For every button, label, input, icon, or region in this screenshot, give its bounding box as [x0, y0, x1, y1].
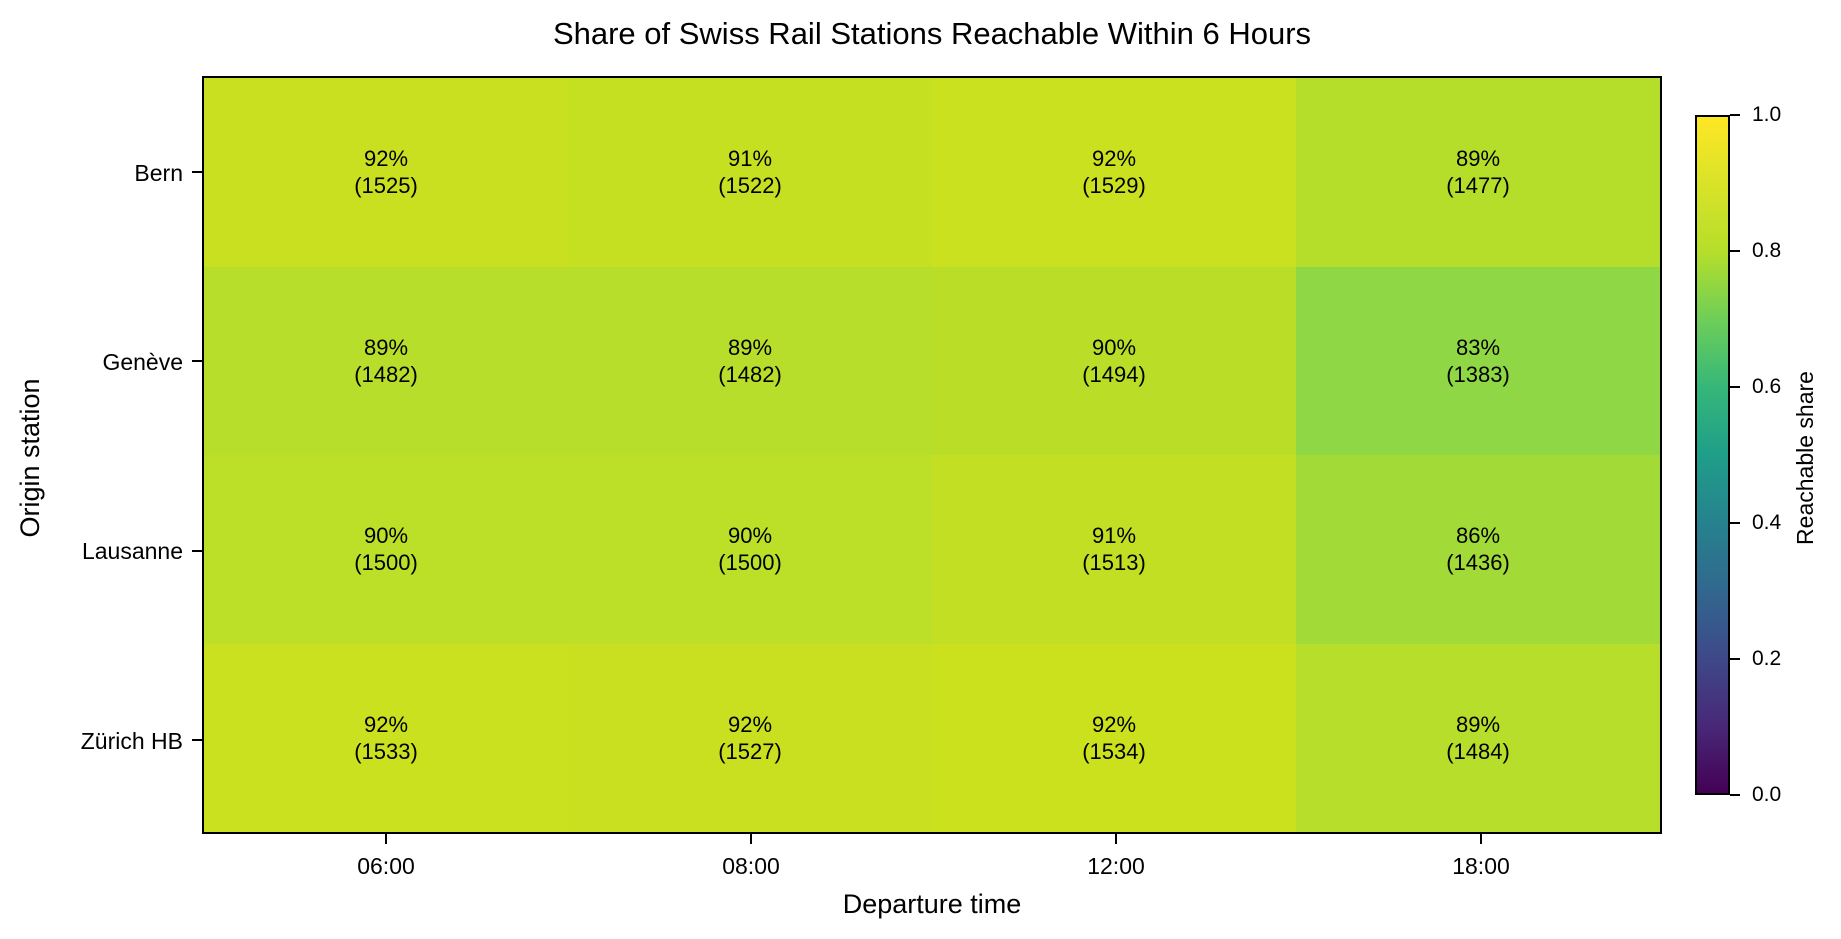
- cell-percent: 92%: [363, 711, 409, 737]
- colorbar-tick-mark: [1730, 386, 1740, 388]
- heatmap-plot-area: 92% (1525) 91% (1522) 92% (1529) 89% (1477) …: [202, 76, 1662, 834]
- y-axis-label: Origin station: [15, 378, 45, 538]
- colorbar-tick-mark: [1730, 522, 1740, 524]
- colorbar-tick-label: 0.6: [1752, 375, 1782, 398]
- cell-percent: 89%: [1455, 146, 1501, 172]
- y-tick-mark: [192, 360, 202, 362]
- heatmap-cell: 92% (1525): [204, 78, 568, 267]
- cell-percent: 89%: [727, 334, 773, 360]
- colorbar-tick-label: 0.4: [1752, 511, 1782, 534]
- cell-percent: 91%: [727, 146, 773, 172]
- heatmap-cell: 89% (1482): [568, 266, 932, 455]
- heatmap-cell: 89% (1484): [1296, 643, 1660, 832]
- colorbar-tick-mark: [1730, 114, 1740, 116]
- colorbar-tick-mark: [1730, 658, 1740, 660]
- cell-count: (1534): [1082, 738, 1146, 764]
- colorbar-tick-mark: [1730, 794, 1740, 796]
- colorbar-tick-mark: [1730, 250, 1740, 252]
- cell-percent: 89%: [363, 334, 409, 360]
- heatmap-cell: 89% (1477): [1296, 78, 1660, 267]
- cell-count: (1494): [1082, 361, 1146, 387]
- y-tick-mark: [192, 171, 202, 173]
- cell-percent: 92%: [363, 146, 409, 172]
- cell-count: (1477): [1446, 173, 1510, 199]
- colorbar-tick-label: 0.0: [1752, 783, 1782, 806]
- x-tick-mark: [1480, 834, 1482, 844]
- cell-count: (1500): [718, 550, 782, 576]
- cell-count: (1484): [1446, 738, 1510, 764]
- heatmap-cell: 90% (1500): [568, 455, 932, 644]
- cell-percent: 90%: [363, 523, 409, 549]
- cell-count: (1482): [354, 361, 418, 387]
- cell-count: (1482): [718, 361, 782, 387]
- x-tick-mark: [385, 834, 387, 844]
- y-tick-label: Genève: [102, 349, 183, 375]
- colorbar-tick-label: 0.8: [1752, 239, 1782, 262]
- cell-count: (1525): [354, 173, 418, 199]
- cell-percent: 92%: [1091, 711, 1137, 737]
- y-tick-mark: [192, 550, 202, 552]
- heatmap-cell: 92% (1533): [204, 643, 568, 832]
- heatmap-cell: 92% (1529): [932, 78, 1296, 267]
- cell-count: (1522): [718, 173, 782, 199]
- heatmap-cell: 86% (1436): [1296, 455, 1660, 644]
- x-tick-label: 12:00: [1087, 853, 1145, 879]
- heatmap-cell: 83% (1383): [1296, 266, 1660, 455]
- cell-count: (1383): [1446, 361, 1510, 387]
- colorbar-label: Reachable share: [1792, 371, 1818, 545]
- heatmap-cell: 90% (1494): [932, 266, 1296, 455]
- cell-count: (1533): [354, 738, 418, 764]
- chart-title: Share of Swiss Rail Stations Reachable W…: [552, 16, 1312, 51]
- x-tick-label: 18:00: [1452, 853, 1510, 879]
- heatmap-cell: 92% (1527): [568, 643, 932, 832]
- colorbar-tick-label: 1.0: [1752, 103, 1782, 126]
- y-tick-label: Lausanne: [81, 538, 183, 564]
- cell-count: (1529): [1082, 173, 1146, 199]
- x-axis-label: Departure time: [842, 889, 1022, 919]
- y-tick-label: Bern: [134, 160, 183, 186]
- cell-percent: 92%: [727, 711, 773, 737]
- heatmap-cell: 90% (1500): [204, 455, 568, 644]
- cell-percent: 86%: [1455, 523, 1501, 549]
- cell-percent: 83%: [1455, 334, 1501, 360]
- x-tick-label: 06:00: [357, 853, 415, 879]
- y-tick-mark: [192, 739, 202, 741]
- cell-percent: 90%: [727, 523, 773, 549]
- cell-count: (1513): [1082, 550, 1146, 576]
- colorbar-tick-label: 0.2: [1752, 647, 1782, 670]
- heatmap-cell: 91% (1513): [932, 455, 1296, 644]
- cell-percent: 92%: [1091, 146, 1137, 172]
- colorbar: [1695, 115, 1730, 795]
- heatmap-cell: 89% (1482): [204, 266, 568, 455]
- heatmap-cell: 91% (1522): [568, 78, 932, 267]
- x-tick-mark: [750, 834, 752, 844]
- x-tick-mark: [1115, 834, 1117, 844]
- x-tick-label: 08:00: [722, 853, 780, 879]
- cell-count: (1436): [1446, 550, 1510, 576]
- cell-count: (1527): [718, 738, 782, 764]
- cell-percent: 90%: [1091, 334, 1137, 360]
- cell-count: (1500): [354, 550, 418, 576]
- heatmap-cell: 92% (1534): [932, 643, 1296, 832]
- y-tick-label: Zürich HB: [80, 728, 183, 754]
- cell-percent: 91%: [1091, 523, 1137, 549]
- cell-percent: 89%: [1455, 711, 1501, 737]
